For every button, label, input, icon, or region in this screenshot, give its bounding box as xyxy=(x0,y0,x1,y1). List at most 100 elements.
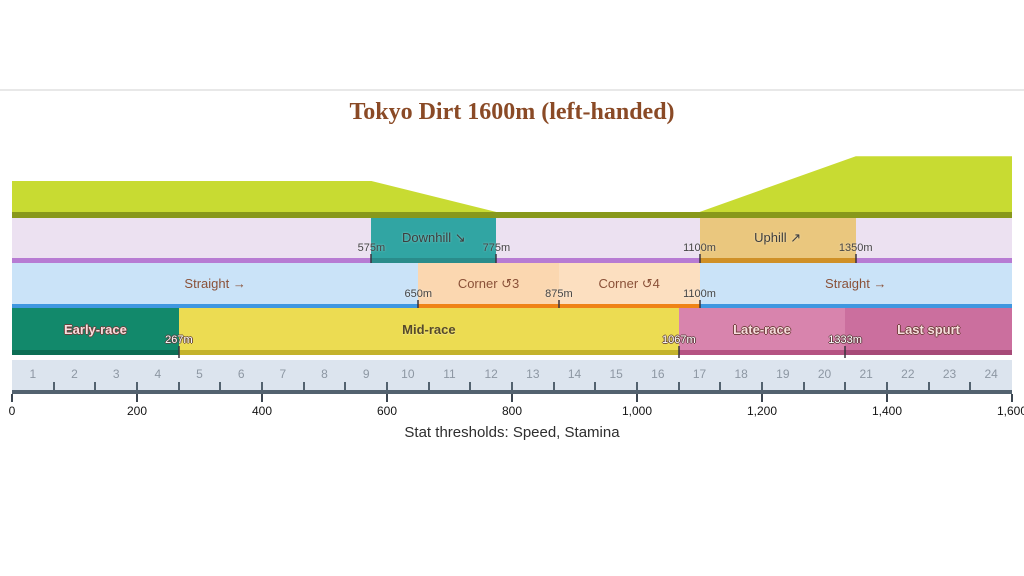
axis-label-1-200: 1,200 xyxy=(746,404,778,418)
distance-marker-875m: 875m xyxy=(545,288,573,300)
segment-straight: Straight → xyxy=(699,263,1012,304)
axis-label-1-000: 1,000 xyxy=(621,404,653,418)
elevation-baseline xyxy=(12,212,1012,218)
section-number-24: 24 xyxy=(984,367,998,381)
axis-label-800: 800 xyxy=(501,404,523,418)
section-tick xyxy=(52,382,55,390)
boundary-tick xyxy=(844,346,847,358)
section-number-12: 12 xyxy=(484,367,498,381)
section-number-7: 7 xyxy=(279,367,287,381)
segment-label-downhill: Downhill ↘ xyxy=(402,230,466,245)
segment-label-late-race: Late-race xyxy=(733,321,791,337)
distance-marker-1100m: 1100m xyxy=(683,288,716,300)
section-number-16: 16 xyxy=(651,367,665,381)
boundary-tick xyxy=(854,254,857,266)
boundary-tick xyxy=(698,254,701,266)
segment-label-last-spurt: Last spurt xyxy=(897,321,960,337)
axis-label-1-600: 1,600 xyxy=(996,404,1024,418)
section-tick xyxy=(386,382,388,390)
axis-label-1-400: 1,400 xyxy=(871,404,903,418)
section-number-9: 9 xyxy=(362,367,370,381)
axis-tick xyxy=(761,394,763,402)
top-divider xyxy=(0,89,1024,91)
section-number-18: 18 xyxy=(734,367,748,381)
section-tick xyxy=(177,382,180,390)
axis-tick xyxy=(386,394,388,402)
boundary-tick xyxy=(698,300,701,311)
segment-border xyxy=(558,304,700,308)
section-number-20: 20 xyxy=(817,367,832,381)
section-tick xyxy=(802,382,805,390)
section-tick xyxy=(844,382,847,390)
section-number-17: 17 xyxy=(692,367,707,381)
section-tick xyxy=(552,382,555,390)
segment-straight: Straight → xyxy=(12,263,419,304)
segment-border xyxy=(699,258,856,263)
axis-tick xyxy=(511,394,513,402)
section-number-6: 6 xyxy=(237,367,245,381)
course-band: Straight → Corner ↺3 Corner ↺4 Straight → 65… xyxy=(12,263,1012,316)
segment-mid-race: Mid-race xyxy=(178,308,679,350)
segment-border xyxy=(12,304,419,308)
axis-tick xyxy=(886,394,888,402)
axis-tick xyxy=(136,394,138,402)
section-tick xyxy=(302,382,305,390)
axis-label-0: 0 xyxy=(8,404,16,418)
section-number-14: 14 xyxy=(567,367,582,381)
section-number-2: 2 xyxy=(71,367,78,381)
section-tick xyxy=(761,382,763,390)
section-tick xyxy=(927,382,930,390)
section-number-10: 10 xyxy=(401,367,415,381)
segment-border xyxy=(845,350,1012,355)
distance-marker-1100m: 1100m xyxy=(683,242,716,254)
segment-uphill: Uphill ↗ xyxy=(699,218,856,258)
axis-label-200: 200 xyxy=(126,404,148,418)
segment-early-race: Early-race xyxy=(12,308,179,350)
segment-border xyxy=(371,258,497,263)
section-tick xyxy=(677,382,680,390)
section-number-5: 5 xyxy=(196,367,203,381)
segment-border xyxy=(178,350,679,355)
section-tick xyxy=(886,382,888,390)
section-number-13: 13 xyxy=(526,367,540,381)
section-number-19: 19 xyxy=(776,367,790,381)
section-number-22: 22 xyxy=(901,367,915,381)
section-tick xyxy=(969,382,972,390)
segment-late-race: Late-race xyxy=(678,308,846,350)
distance-marker-1333m: 1333m xyxy=(828,334,862,346)
boundary-tick xyxy=(417,300,420,311)
page-title: Tokyo Dirt 1600m (left-handed) xyxy=(349,99,675,125)
elevation-profile xyxy=(12,156,1012,218)
segment-last-spurt: Last spurt xyxy=(845,308,1012,350)
segment-label-corner-4: Corner ↺4 xyxy=(598,275,660,291)
segment-label-mid-race: Mid-race xyxy=(402,321,456,337)
axis-label-400: 400 xyxy=(251,404,273,418)
distance-marker-650m: 650m xyxy=(404,288,433,300)
stat-thresholds-caption: Stat thresholds: Speed, Stamina xyxy=(404,424,620,441)
axis-tick xyxy=(1011,394,1013,402)
segment-corner-4: Corner ↺4 xyxy=(558,263,700,304)
distance-marker-1067m: 1067m xyxy=(662,334,696,346)
section-tick xyxy=(344,382,347,390)
boundary-tick xyxy=(677,346,680,358)
course-chart: Downhill ↘ Uphill ↗ 575m 775m 1100m 1350m Str… xyxy=(8,150,1024,430)
boundary-tick xyxy=(177,346,180,358)
segment-label-corner-3: Corner ↺3 xyxy=(457,275,520,291)
axis-tick xyxy=(636,394,638,402)
axis-label-600: 600 xyxy=(376,404,398,418)
section-tick xyxy=(719,382,722,390)
segment-border xyxy=(699,304,1012,308)
distance-marker-775m: 775m xyxy=(482,242,511,254)
segment-downhill: Downhill ↘ xyxy=(371,218,497,258)
section-tick xyxy=(94,382,97,390)
band-base-border xyxy=(12,258,1012,263)
section-tick xyxy=(594,382,597,390)
distance-marker-267m: 267m xyxy=(165,334,193,346)
section-tick xyxy=(219,382,222,390)
section-number-1: 1 xyxy=(29,367,37,381)
elevation-area xyxy=(12,156,1012,214)
section-tick xyxy=(511,382,513,390)
boundary-tick xyxy=(557,300,560,311)
section-number-4: 4 xyxy=(154,367,162,381)
segment-label-uphill: Uphill ↗ xyxy=(754,230,802,245)
